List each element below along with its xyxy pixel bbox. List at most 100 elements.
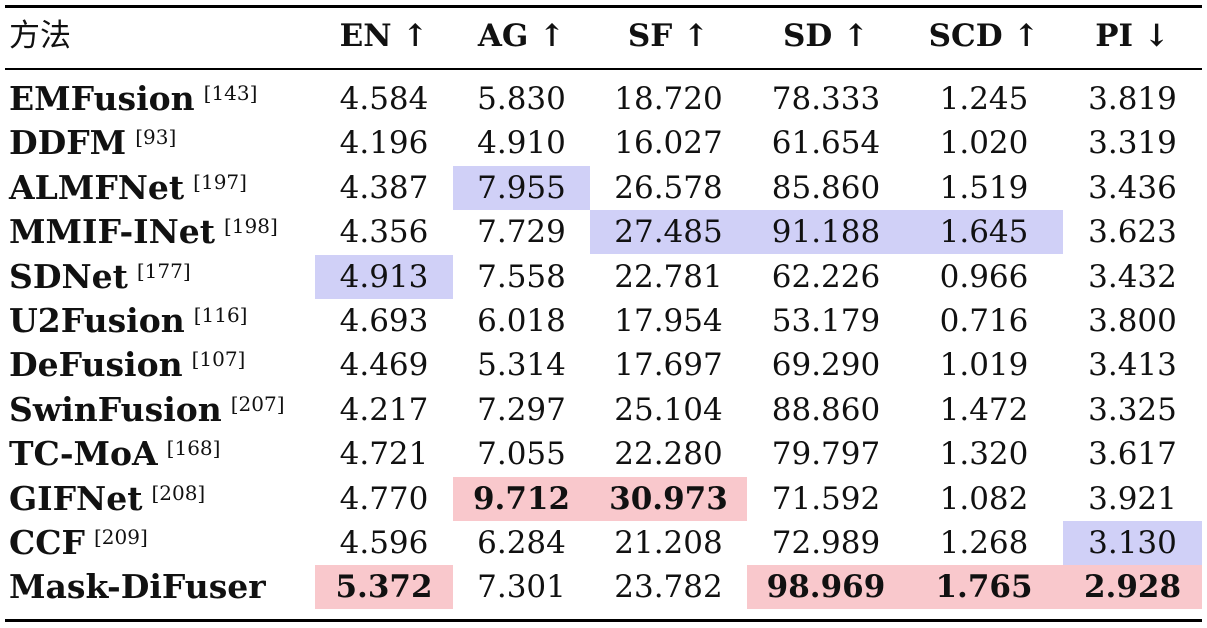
value-cell: 5.372 [335,569,433,606]
citation-ref: [177] [136,258,191,283]
value-cell: 3.413 [1088,347,1177,384]
results-table: 方法 EN ↑ AG ↑ SF ↑ SD ↑ SCD ↑ PI ↓ EMFusion [143… [5,0,1202,628]
citation-ref: [208] [151,480,206,505]
highlight-second [453,165,590,210]
value-cell: 0.966 [939,258,1029,295]
value-cell: 9.712 [472,480,571,517]
value-cell: 21.208 [614,525,723,561]
value-cell: 72.989 [771,525,881,561]
value-cell: 5.314 [477,347,566,384]
value-cell: 3.819 [1088,81,1177,117]
value-cell: 22.280 [614,436,723,473]
bottom-rule [5,619,1202,622]
value-cell: 4.770 [339,480,429,517]
table-row: GIFNet [208] 4.770 9.712 30.973 71.592 1.082 3.… [5,477,1202,521]
method-cell: ALMFNet [197] [9,166,247,210]
method-name: U2Fusion [9,301,185,340]
value-cell: 7.297 [477,391,566,428]
method-cell: Mask-DiFuser [9,565,266,609]
highlight-second [1063,521,1202,565]
value-cell: 7.955 [477,169,566,206]
citation-ref: [209] [93,525,148,549]
value-cell: 5.830 [477,81,566,117]
value-cell: 1.082 [939,480,1029,517]
value-cell: 18.720 [614,81,723,117]
header-rule [5,68,1202,70]
value-cell: 4.196 [339,125,429,162]
header-col-0: EN ↑ [339,18,429,54]
value-cell: 79.797 [771,436,881,473]
value-cell: 3.130 [1088,525,1177,561]
citation-ref: [107] [191,347,246,372]
value-cell: 98.969 [766,569,886,606]
table-row: U2Fusion [116] 4.693 6.018 17.954 53.179 0.716… [5,299,1202,343]
highlight-best [315,565,453,610]
header-col-5: PI ↓ [1095,18,1170,54]
value-cell: 88.860 [771,391,881,428]
citation-ref: [198] [223,214,278,239]
method-name: SDNet [9,256,128,296]
value-cell: 3.800 [1088,303,1177,339]
value-cell: 4.387 [339,169,429,206]
table-row: DeFusion [107] 4.469 5.314 17.697 69.290 1.019… [5,343,1202,387]
value-cell: 3.623 [1088,214,1177,251]
value-cell: 3.436 [1088,169,1177,206]
value-cell: 7.055 [477,436,566,473]
citation-ref: [207] [230,391,285,416]
method-cell: DeFusion [107] [9,343,245,387]
value-cell: 3.319 [1088,125,1177,162]
citation-ref: [93] [135,125,177,150]
method-cell: TC-MoA [168] [9,432,220,476]
header-col-1: AG ↑ [477,18,566,54]
citation-ref: [116] [193,303,248,327]
citation-ref: [168] [166,436,221,461]
value-cell: 27.485 [614,214,723,251]
value-cell: 78.333 [771,81,881,117]
header-col-4: SCD ↑ [928,18,1040,54]
value-cell: 6.018 [477,303,566,339]
method-cell: SwinFusion [207] [9,388,285,432]
table-row: ALMFNet [197] 4.387 7.955 26.578 85.860 1.519 3… [5,166,1202,210]
method-cell: MMIF-INet [198] [9,210,278,254]
method-name: MMIF-INet [9,212,215,252]
value-cell: 26.578 [614,169,723,206]
value-cell: 23.782 [614,569,723,606]
method-name: DDFM [9,123,127,163]
table-row: DDFM [93] 4.196 4.910 16.027 61.654 1.020 3.319 [5,121,1202,165]
method-name: CCF [9,523,85,562]
value-cell: 91.188 [771,214,881,251]
method-cell: GIFNet [208] [9,477,205,521]
value-cell: 1.019 [939,347,1029,384]
value-cell: 0.716 [939,303,1029,339]
highlight-second [747,210,905,255]
value-cell: 1.519 [939,169,1029,206]
value-cell: 1.472 [939,391,1029,428]
method-cell: U2Fusion [116] [9,299,247,343]
value-cell: 3.617 [1088,436,1177,473]
method-name: GIFNet [9,478,143,518]
value-cell: 4.910 [477,125,566,162]
value-cell: 2.928 [1083,569,1182,606]
value-cell: 17.954 [614,303,723,339]
value-cell: 30.973 [609,480,728,517]
highlight-second [905,210,1063,255]
value-cell: 7.558 [477,258,566,295]
value-cell: 4.356 [339,214,429,251]
method-name: SwinFusion [9,389,222,429]
value-cell: 4.217 [339,391,429,428]
highlight-best [747,565,905,610]
value-cell: 1.320 [939,436,1029,473]
value-cell: 6.284 [477,525,566,561]
value-cell: 4.913 [339,258,429,295]
citation-ref: [143] [203,81,258,105]
method-name: EMFusion [9,79,195,118]
value-cell: 4.469 [339,347,429,384]
highlight-best [1063,565,1202,610]
highlight-second [315,254,453,299]
value-cell: 17.697 [614,347,723,384]
value-cell: 4.721 [339,436,429,473]
table-row: Mask-DiFuser 5.372 7.301 23.782 98.969 1.765 2… [5,565,1202,609]
header-col-2: SF ↑ [627,18,710,54]
value-cell: 53.179 [771,303,881,339]
method-name: TC-MoA [9,434,158,474]
